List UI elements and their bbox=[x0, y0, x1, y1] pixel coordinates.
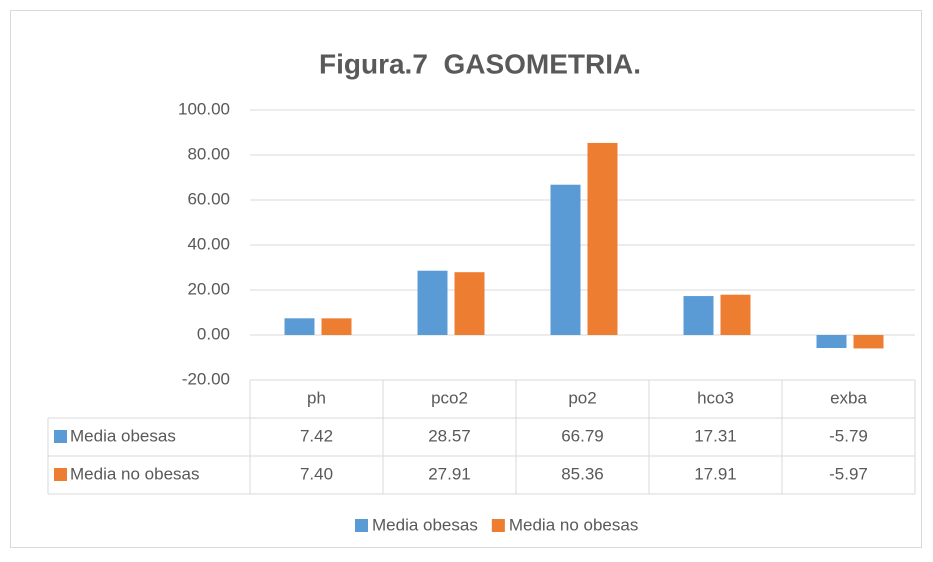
table-row-label: Media no obesas bbox=[70, 464, 199, 483]
y-tick-label: 60.00 bbox=[187, 189, 230, 208]
table-legend-key bbox=[54, 430, 67, 443]
legend-label: Media no obesas bbox=[509, 515, 638, 534]
x-tick-label: exba bbox=[830, 388, 867, 407]
bar bbox=[284, 318, 315, 335]
legend-label: Media obesas bbox=[372, 515, 478, 534]
legend-key bbox=[491, 519, 505, 532]
table-value: 66.79 bbox=[561, 426, 604, 445]
y-tick-label: 0.00 bbox=[197, 324, 230, 343]
y-tick-label: 40.00 bbox=[187, 234, 230, 253]
x-tick-label: po2 bbox=[568, 388, 596, 407]
table-value: 7.40 bbox=[300, 464, 333, 483]
y-tick-label: -20.00 bbox=[182, 369, 230, 388]
bar bbox=[417, 270, 448, 335]
bar bbox=[683, 296, 714, 335]
table-value: 27.91 bbox=[428, 464, 471, 483]
bar bbox=[816, 335, 847, 349]
table-value: 17.91 bbox=[694, 464, 737, 483]
x-tick-label: ph bbox=[307, 388, 326, 407]
bar bbox=[454, 272, 485, 335]
y-tick-label: 80.00 bbox=[187, 144, 230, 163]
table-value: 7.42 bbox=[300, 426, 333, 445]
x-tick-label: hco3 bbox=[697, 388, 734, 407]
bar bbox=[550, 184, 581, 335]
bar bbox=[720, 294, 751, 335]
chart-title: Figura.7 GASOMETRIA. bbox=[319, 48, 641, 79]
bar bbox=[587, 142, 618, 335]
table-row-label: Media obesas bbox=[70, 426, 176, 445]
table-value: 17.31 bbox=[694, 426, 737, 445]
bar bbox=[321, 318, 352, 335]
table-value: 28.57 bbox=[428, 426, 471, 445]
table-value: -5.97 bbox=[829, 464, 868, 483]
y-tick-label: 100.00 bbox=[178, 99, 230, 118]
y-tick-label: 20.00 bbox=[187, 279, 230, 298]
table-legend-key bbox=[54, 468, 67, 481]
bar bbox=[853, 335, 884, 349]
table-value: -5.79 bbox=[829, 426, 868, 445]
table-value: 85.36 bbox=[561, 464, 604, 483]
x-tick-label: pco2 bbox=[431, 388, 468, 407]
legend-key bbox=[355, 519, 368, 532]
